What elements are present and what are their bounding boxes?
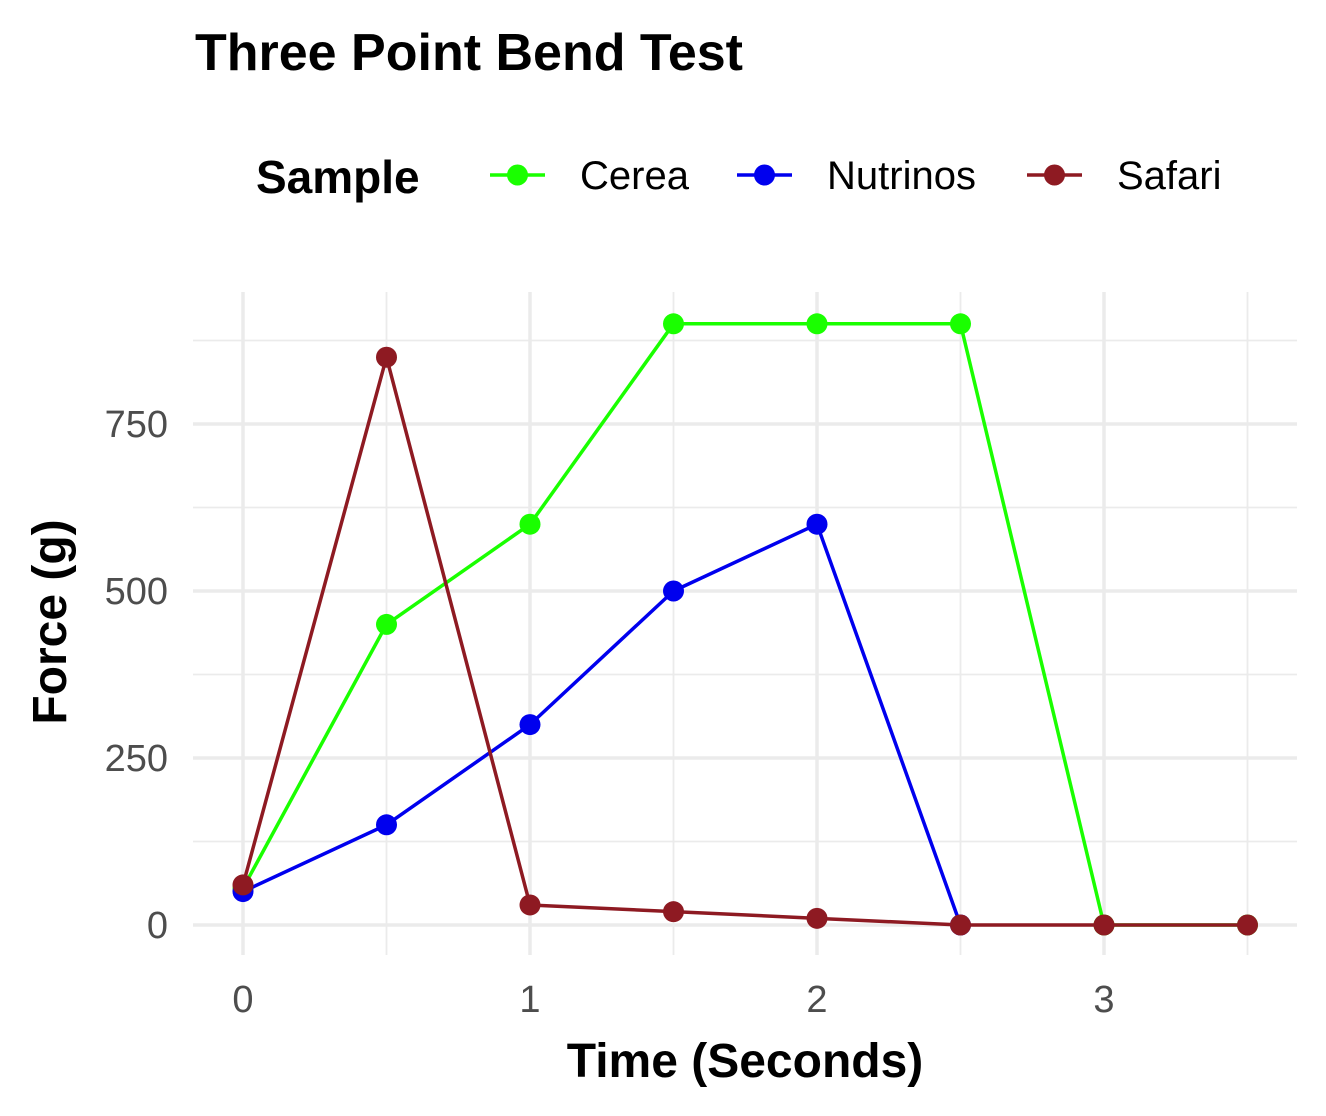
legend-label-nutrinos: Nutrinos bbox=[827, 154, 976, 198]
legend-key-point bbox=[507, 164, 528, 186]
series-nutrinos bbox=[232, 513, 971, 936]
x-tick-label: 1 bbox=[519, 979, 540, 1021]
data-point-safari bbox=[232, 874, 254, 896]
series-layer bbox=[232, 313, 1258, 936]
data-point-cerea bbox=[950, 313, 971, 335]
data-point-nutrinos bbox=[663, 580, 684, 602]
series-line-nutrinos bbox=[242, 522, 963, 926]
y-tick-label: 500 bbox=[105, 571, 168, 613]
x-tick-label: 0 bbox=[232, 979, 253, 1021]
data-point-safari bbox=[1237, 914, 1258, 936]
legend-key-point bbox=[754, 164, 775, 186]
data-point-safari bbox=[806, 907, 828, 929]
data-point-cerea bbox=[376, 613, 397, 635]
y-axis-ticks: 0 250 500 750 bbox=[105, 404, 168, 947]
x-axis-ticks: 0 1 2 3 bbox=[232, 979, 1114, 1021]
y-tick-label: 250 bbox=[105, 738, 168, 780]
legend-entry-safari: Safari bbox=[1027, 154, 1222, 198]
data-point-nutrinos bbox=[806, 513, 828, 535]
legend-label-cerea: Cerea bbox=[580, 154, 690, 198]
plot-grid bbox=[193, 292, 1297, 955]
data-point-safari bbox=[663, 901, 684, 923]
data-point-safari bbox=[950, 914, 971, 936]
data-point-nutrinos bbox=[519, 714, 541, 736]
data-point-cerea bbox=[806, 313, 828, 335]
legend-label-safari: Safari bbox=[1117, 154, 1222, 198]
data-point-safari bbox=[519, 894, 541, 916]
legend-entry-nutrinos: Nutrinos bbox=[737, 154, 976, 198]
chart-title: Three Point Bend Test bbox=[195, 24, 743, 82]
data-point-safari bbox=[376, 346, 397, 368]
legend-entry-cerea: Cerea bbox=[490, 154, 690, 198]
y-axis-title: Force (g) bbox=[24, 519, 77, 724]
legend-key-point bbox=[1044, 164, 1065, 186]
legend-title: Sample bbox=[256, 151, 420, 203]
x-tick-label: 3 bbox=[1093, 979, 1114, 1021]
series-line-safari bbox=[241, 355, 1248, 927]
series-safari bbox=[232, 346, 1258, 936]
y-tick-label: 0 bbox=[147, 905, 168, 947]
x-tick-label: 2 bbox=[806, 979, 827, 1021]
data-point-safari bbox=[1093, 914, 1115, 936]
data-point-cerea bbox=[663, 313, 684, 335]
x-axis-title: Time (Seconds) bbox=[567, 1035, 924, 1088]
data-point-cerea bbox=[519, 513, 541, 535]
legend: Sample Cerea Nutrinos Safari bbox=[256, 151, 1222, 203]
data-point-nutrinos bbox=[376, 814, 397, 836]
series-line-cerea bbox=[241, 322, 1248, 927]
y-tick-label: 750 bbox=[105, 404, 168, 446]
